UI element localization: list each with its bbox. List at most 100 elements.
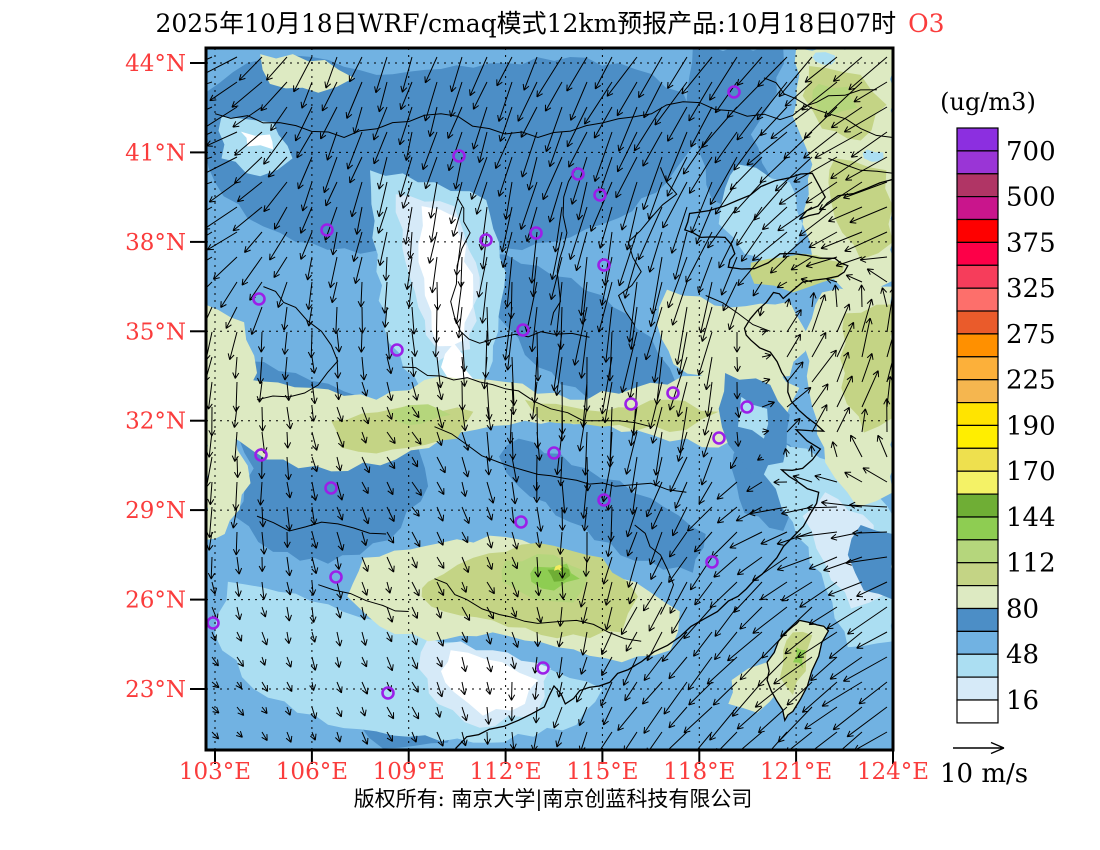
lon-axis-label: 118°E <box>663 759 735 785</box>
lat-axis-label: 26°N <box>125 588 186 614</box>
lon-axis-label: 103°E <box>179 759 251 785</box>
province-border <box>550 167 578 326</box>
colorbar-segment <box>956 241 999 266</box>
fill-region <box>218 116 293 177</box>
lon-axis-labels: 103°E 106°E 109°E 112°E 115°E 118°E 121°E 124°E <box>179 759 929 785</box>
province-border <box>828 157 893 174</box>
colorbar-tick-label: 325 <box>1006 274 1056 304</box>
province-border <box>634 524 675 615</box>
colorbar-segment <box>956 584 999 610</box>
colorbar-segment <box>956 150 999 175</box>
colorbar-segment <box>956 264 999 289</box>
lon-axis-label: 121°E <box>760 759 832 785</box>
station-marker <box>254 448 268 462</box>
fill-region <box>389 404 451 426</box>
station-marker <box>571 167 585 181</box>
colorbar-tick-label: 48 <box>1006 640 1039 670</box>
colorbar-segment <box>956 653 999 678</box>
fill-region <box>780 631 813 695</box>
province-border <box>705 295 771 332</box>
axis-ticks <box>190 62 894 764</box>
station-marker <box>666 386 680 400</box>
station-markers <box>206 85 754 700</box>
wind-scale-label: 10 m/s <box>940 759 1028 789</box>
colorbar-segment <box>956 127 999 152</box>
lon-axis-label: 109°E <box>373 759 445 785</box>
lat-axis-label: 32°N <box>125 409 186 435</box>
colorbar-tick-label: 190 <box>1006 411 1056 441</box>
lat-axis-label: 41°N <box>125 140 186 166</box>
station-marker <box>536 661 550 675</box>
concentration-fill-regions <box>206 48 893 749</box>
colorbar-segment <box>956 379 999 404</box>
lat-axis-label: 23°N <box>125 677 186 703</box>
colorbar-segment <box>956 516 999 541</box>
station-marker <box>740 400 754 414</box>
station-marker <box>320 223 334 237</box>
colorbar-tick-label: 700 <box>1006 137 1056 167</box>
copyright-text: 版权所有: 南京大学|南京创蓝科技有限公司 <box>354 787 753 812</box>
fill-region <box>657 289 810 385</box>
colorbar-tick-label: 275 <box>1006 320 1056 350</box>
map-area <box>206 48 893 750</box>
station-marker <box>705 555 719 569</box>
colorbar-tick-label: 80 <box>1006 595 1039 625</box>
station-marker <box>452 149 466 163</box>
wind-vector-arrows <box>206 56 893 750</box>
colorbar-segment <box>956 424 999 449</box>
colorbar-segment <box>956 218 999 243</box>
wind-scale-arrow-icon <box>953 741 1005 755</box>
lon-axis-label: 112°E <box>469 759 541 785</box>
fill-region <box>470 247 677 415</box>
fill-region <box>718 164 803 272</box>
fill-region <box>750 253 845 293</box>
province-border <box>256 515 387 535</box>
chart-title-main: 2025年10月18日WRF/cmaq模式12km预报产品:10月18日07时 <box>155 9 896 38</box>
colorbar-segment <box>956 676 999 701</box>
fill-region <box>847 525 893 600</box>
colorbar-tick-label: 375 <box>1006 228 1056 258</box>
colorbar-segment <box>956 196 999 221</box>
colorbar-segment <box>956 607 999 632</box>
colorbar-tick-label: 170 <box>1006 457 1056 487</box>
colorbar-segment <box>956 287 999 312</box>
colorbar-tick-labels: 700 500 375 325 275 225 190 170 144 112 80 48 16 <box>1006 137 1056 716</box>
province-border <box>763 77 893 138</box>
station-marker <box>624 397 638 411</box>
station-marker <box>324 481 338 495</box>
colorbar <box>956 127 999 724</box>
colorbar-segment <box>956 470 999 495</box>
station-marker <box>712 431 726 445</box>
station-marker <box>597 493 611 507</box>
colorbar-segment <box>956 173 999 198</box>
colorbar-segment <box>956 447 999 472</box>
station-marker <box>727 85 741 99</box>
wind-vectors <box>206 56 893 750</box>
lat-axis-label: 35°N <box>125 319 186 345</box>
lon-axis-label: 106°E <box>276 759 348 785</box>
map-frame <box>204 46 895 752</box>
province-border <box>434 426 687 493</box>
fill-region <box>260 54 354 93</box>
province-border <box>318 584 409 612</box>
station-marker <box>593 188 607 202</box>
province-border <box>214 89 877 139</box>
fill-region <box>240 131 274 150</box>
station-marker <box>529 226 543 240</box>
colorbar-segment <box>956 699 999 724</box>
colorbar-tick-label: 500 <box>1006 183 1056 213</box>
colorbar-segment <box>956 493 999 518</box>
colorbar-segment <box>956 630 999 655</box>
coastline <box>455 172 893 750</box>
colorbar-segment <box>956 356 999 381</box>
chart-title: 2025年10月18日WRF/cmaq模式12km预报产品:10月18日07时 O… <box>155 9 944 38</box>
colorbar-tick-label: 225 <box>1006 366 1056 396</box>
fill-region <box>738 396 769 439</box>
station-marker <box>547 446 561 460</box>
station-marker <box>329 570 343 584</box>
fill-region <box>441 650 538 716</box>
lat-axis-label: 38°N <box>125 230 186 256</box>
colorbar-segment <box>956 562 999 587</box>
